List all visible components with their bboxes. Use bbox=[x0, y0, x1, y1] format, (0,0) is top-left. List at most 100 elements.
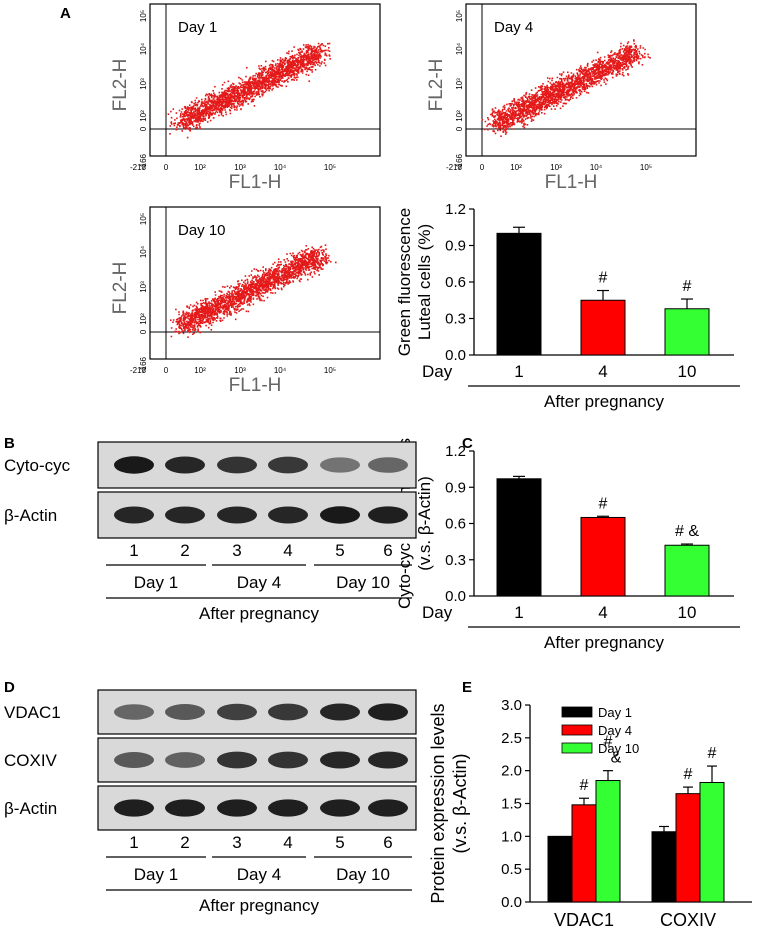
y-tick-label: 0 bbox=[139, 126, 148, 131]
y-tick-label: 0.0 bbox=[445, 347, 466, 364]
panel-label-a: A bbox=[60, 5, 71, 22]
footer-label: After pregnancy bbox=[199, 896, 320, 915]
legend-label: Day 1 bbox=[598, 705, 632, 720]
x-tick-label: 0 bbox=[480, 163, 485, 172]
group-label: Day 1 bbox=[134, 573, 178, 592]
protein-band bbox=[268, 456, 308, 474]
significance-mark: # bbox=[683, 278, 692, 295]
blot-row-label: β-Actin bbox=[4, 799, 57, 818]
bar-vdac1-day-4 bbox=[571, 804, 597, 903]
significance-mark: & bbox=[611, 750, 622, 767]
y-tick-label: 10⁴ bbox=[455, 42, 464, 55]
y-tick-label: 10⁵ bbox=[455, 10, 464, 22]
lane-number: 3 bbox=[232, 833, 241, 852]
x-tick-label: 10⁵ bbox=[324, 163, 336, 172]
y-tick-label: 3.0 bbox=[501, 697, 522, 714]
blot-row-label: β-Actin bbox=[4, 506, 57, 525]
lane-number: 5 bbox=[335, 833, 344, 852]
x-tick-label: 10³ bbox=[234, 366, 246, 375]
significance-mark: # bbox=[708, 745, 717, 762]
bar-day-1 bbox=[496, 478, 542, 597]
flow-plot-title: Day 1 bbox=[178, 19, 217, 36]
x-axis-label: After pregnancy bbox=[544, 633, 665, 652]
protein-band bbox=[217, 456, 257, 474]
panel-label-d: D bbox=[4, 679, 15, 696]
protein-band bbox=[268, 751, 308, 769]
x-tick-label: 10⁵ bbox=[640, 163, 652, 172]
protein-band bbox=[114, 704, 154, 720]
y-tick-label: 0.0 bbox=[445, 588, 466, 605]
x-tick-label: 10 bbox=[678, 603, 697, 622]
significance-mark: # bbox=[599, 270, 608, 287]
x-axis-label: After pregnancy bbox=[544, 392, 665, 411]
y-tick-label: 1.2 bbox=[445, 201, 466, 218]
x-tick-label: 0 bbox=[164, 366, 169, 375]
bar-day-10 bbox=[664, 544, 710, 597]
scatter-points bbox=[481, 39, 651, 137]
protein-band bbox=[268, 703, 308, 721]
group-label: Day 4 bbox=[237, 573, 281, 592]
legend-swatch bbox=[561, 724, 593, 736]
protein-band bbox=[368, 506, 408, 524]
flow-y-axis-label: FL2-H bbox=[426, 59, 447, 112]
protein-band bbox=[165, 752, 205, 768]
y-tick-label: 0.9 bbox=[445, 238, 466, 255]
y-tick-label: 10³ bbox=[139, 281, 148, 293]
protein-band bbox=[114, 799, 154, 817]
protein-band bbox=[217, 703, 257, 721]
western-blot-b: Cyto-cyc β-Actin 1 2 3 4 5 6 Day 1 Day 4 Day 10 Aft… bbox=[4, 441, 417, 623]
x-tick-label: -218 bbox=[446, 163, 463, 172]
legend-label: Day 4 bbox=[598, 723, 632, 738]
protein-band bbox=[217, 751, 257, 769]
flow-x-axis-label: FL1-H bbox=[229, 375, 282, 396]
x-tick-label: 10 bbox=[678, 362, 697, 381]
flow-x-axis-label: FL1-H bbox=[229, 172, 282, 193]
x-prefix-label: Day bbox=[422, 362, 453, 381]
protein-band bbox=[165, 506, 205, 524]
panel-label-e: E bbox=[462, 679, 472, 696]
y-tick-label: 10² bbox=[139, 110, 148, 122]
bar-day-4 bbox=[580, 516, 626, 597]
significance-mark: # bbox=[604, 734, 613, 751]
x-tick-label: 10⁴ bbox=[274, 163, 287, 172]
flow-plot-title: Day 10 bbox=[178, 222, 226, 239]
x-tick-label: -218 bbox=[130, 163, 147, 172]
bar-coxiv-day-10 bbox=[699, 781, 725, 903]
protein-band bbox=[268, 506, 308, 524]
y-tick-label: 0 bbox=[139, 329, 148, 334]
x-tick-label: VDAC1 bbox=[554, 910, 614, 930]
panel-label-c: C bbox=[462, 435, 473, 452]
lane-number: 3 bbox=[232, 541, 241, 560]
protein-band bbox=[217, 506, 257, 524]
y-tick-label: 0.9 bbox=[445, 479, 466, 496]
bar-vdac1-day-1 bbox=[547, 835, 573, 903]
lane-number: 2 bbox=[180, 833, 189, 852]
y-tick-label: 10⁴ bbox=[139, 42, 148, 55]
x-tick-label: 4 bbox=[598, 603, 607, 622]
lane-number: 1 bbox=[129, 833, 138, 852]
x-tick-label: 10³ bbox=[550, 163, 562, 172]
bar-coxiv-day-1 bbox=[651, 831, 677, 903]
y-tick-label: 1.0 bbox=[501, 828, 522, 845]
y-tick-label: -166 bbox=[139, 153, 148, 170]
y-tick-label: 10⁵ bbox=[139, 10, 148, 22]
y-tick-label: 10² bbox=[139, 313, 148, 325]
y-tick-label: 10² bbox=[455, 110, 464, 122]
panel-label-b: B bbox=[4, 435, 15, 452]
x-tick-label: 10⁴ bbox=[590, 163, 603, 172]
y-axis-label-line1: Protein expression levels bbox=[428, 703, 448, 903]
scatter-points bbox=[170, 244, 337, 338]
protein-band bbox=[368, 751, 408, 769]
group-label: Day 1 bbox=[134, 865, 178, 884]
protein-band bbox=[320, 799, 360, 817]
y-tick-label: 1.5 bbox=[501, 796, 522, 813]
western-blot-d: VDAC1 COXIV β-Actin 1 2 3 4 5 6 Day 1 Day 4 Day 10 A… bbox=[4, 689, 417, 915]
x-tick-label: 4 bbox=[598, 362, 607, 381]
flow-y-axis-label: FL2-H bbox=[110, 262, 131, 315]
group-label: Day 4 bbox=[237, 865, 281, 884]
y-tick-label: 10⁴ bbox=[139, 245, 148, 258]
y-tick-label: 0.3 bbox=[445, 552, 466, 569]
y-tick-label: 10⁵ bbox=[139, 213, 148, 225]
x-tick-label: 1 bbox=[514, 362, 523, 381]
